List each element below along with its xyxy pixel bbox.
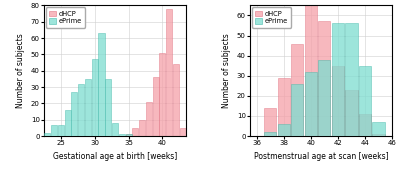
Bar <box>359 66 371 136</box>
Legend: dHCP, ePrime: dHCP, ePrime <box>46 7 85 28</box>
Bar <box>372 134 384 136</box>
Bar <box>152 77 159 136</box>
Bar <box>291 84 303 136</box>
Bar <box>278 78 290 136</box>
Bar <box>132 128 138 136</box>
Bar <box>126 134 132 136</box>
Bar <box>44 133 50 136</box>
Bar <box>305 5 317 136</box>
Bar <box>105 79 111 136</box>
Bar <box>264 108 276 136</box>
Bar <box>139 120 145 136</box>
Bar <box>180 128 186 136</box>
Bar <box>264 132 276 136</box>
Bar <box>71 92 78 136</box>
Bar <box>78 84 84 136</box>
Bar <box>51 125 57 136</box>
Legend: dHCP, ePrime: dHCP, ePrime <box>252 7 291 28</box>
Bar <box>359 114 371 136</box>
Bar <box>98 33 104 136</box>
Bar <box>332 23 344 136</box>
Bar <box>345 23 358 136</box>
Bar <box>146 102 152 136</box>
Bar <box>58 125 64 136</box>
Bar <box>112 123 118 136</box>
Bar <box>173 64 179 136</box>
Bar <box>291 43 303 136</box>
Bar <box>318 60 330 136</box>
X-axis label: Gestational age at birth [weeks]: Gestational age at birth [weeks] <box>53 152 177 161</box>
Bar <box>318 21 330 136</box>
Bar <box>372 122 384 136</box>
X-axis label: Postmenstrual age at scan [weeks]: Postmenstrual age at scan [weeks] <box>254 152 388 161</box>
Bar <box>159 53 166 136</box>
Bar <box>305 72 317 136</box>
Bar <box>119 134 125 136</box>
Bar <box>278 124 290 136</box>
Bar <box>85 79 91 136</box>
Bar <box>92 59 98 136</box>
Bar <box>166 9 172 136</box>
Y-axis label: Number of subjects: Number of subjects <box>16 33 25 108</box>
Bar <box>65 110 71 136</box>
Bar <box>332 66 344 136</box>
Y-axis label: Number of subjects: Number of subjects <box>222 33 231 108</box>
Bar <box>126 134 132 136</box>
Bar <box>345 90 358 136</box>
